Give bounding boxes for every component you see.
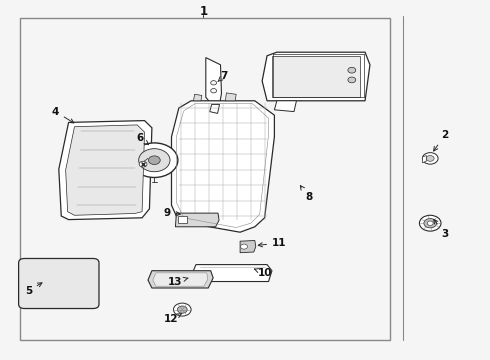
Circle shape — [148, 156, 160, 165]
Circle shape — [241, 244, 247, 249]
Circle shape — [139, 149, 170, 172]
Text: 3: 3 — [434, 219, 448, 239]
Polygon shape — [192, 265, 272, 282]
Text: 5: 5 — [25, 283, 42, 296]
Text: 11: 11 — [258, 238, 287, 248]
Circle shape — [131, 143, 178, 177]
Text: 9: 9 — [163, 208, 180, 218]
Bar — [178, 216, 187, 223]
Polygon shape — [153, 273, 208, 286]
Circle shape — [424, 219, 437, 228]
Circle shape — [419, 215, 441, 231]
Circle shape — [348, 77, 356, 83]
Polygon shape — [175, 213, 219, 227]
Text: 10: 10 — [254, 268, 272, 278]
Text: 12: 12 — [164, 314, 182, 324]
Polygon shape — [262, 52, 370, 101]
Polygon shape — [194, 94, 202, 101]
Text: 1: 1 — [199, 5, 207, 18]
Text: 6: 6 — [136, 132, 148, 145]
Polygon shape — [172, 101, 274, 232]
Polygon shape — [272, 56, 360, 97]
Polygon shape — [66, 125, 145, 215]
Circle shape — [173, 303, 191, 316]
Circle shape — [426, 156, 434, 161]
Text: 7: 7 — [218, 71, 228, 82]
Text: 8: 8 — [300, 186, 312, 202]
Circle shape — [427, 221, 433, 225]
Polygon shape — [59, 121, 152, 220]
FancyBboxPatch shape — [19, 258, 99, 309]
Circle shape — [422, 153, 438, 164]
Polygon shape — [274, 101, 296, 112]
Text: 2: 2 — [434, 130, 448, 151]
Circle shape — [177, 306, 187, 313]
Polygon shape — [210, 104, 220, 113]
Polygon shape — [148, 271, 213, 288]
Text: 13: 13 — [168, 276, 188, 287]
Polygon shape — [206, 58, 221, 104]
Circle shape — [139, 161, 147, 167]
Circle shape — [211, 81, 217, 85]
Polygon shape — [422, 156, 426, 163]
Circle shape — [348, 67, 356, 73]
Text: 4: 4 — [51, 107, 74, 123]
Polygon shape — [225, 93, 236, 101]
Circle shape — [211, 89, 217, 93]
Bar — [20, 18, 390, 340]
Polygon shape — [240, 240, 256, 253]
